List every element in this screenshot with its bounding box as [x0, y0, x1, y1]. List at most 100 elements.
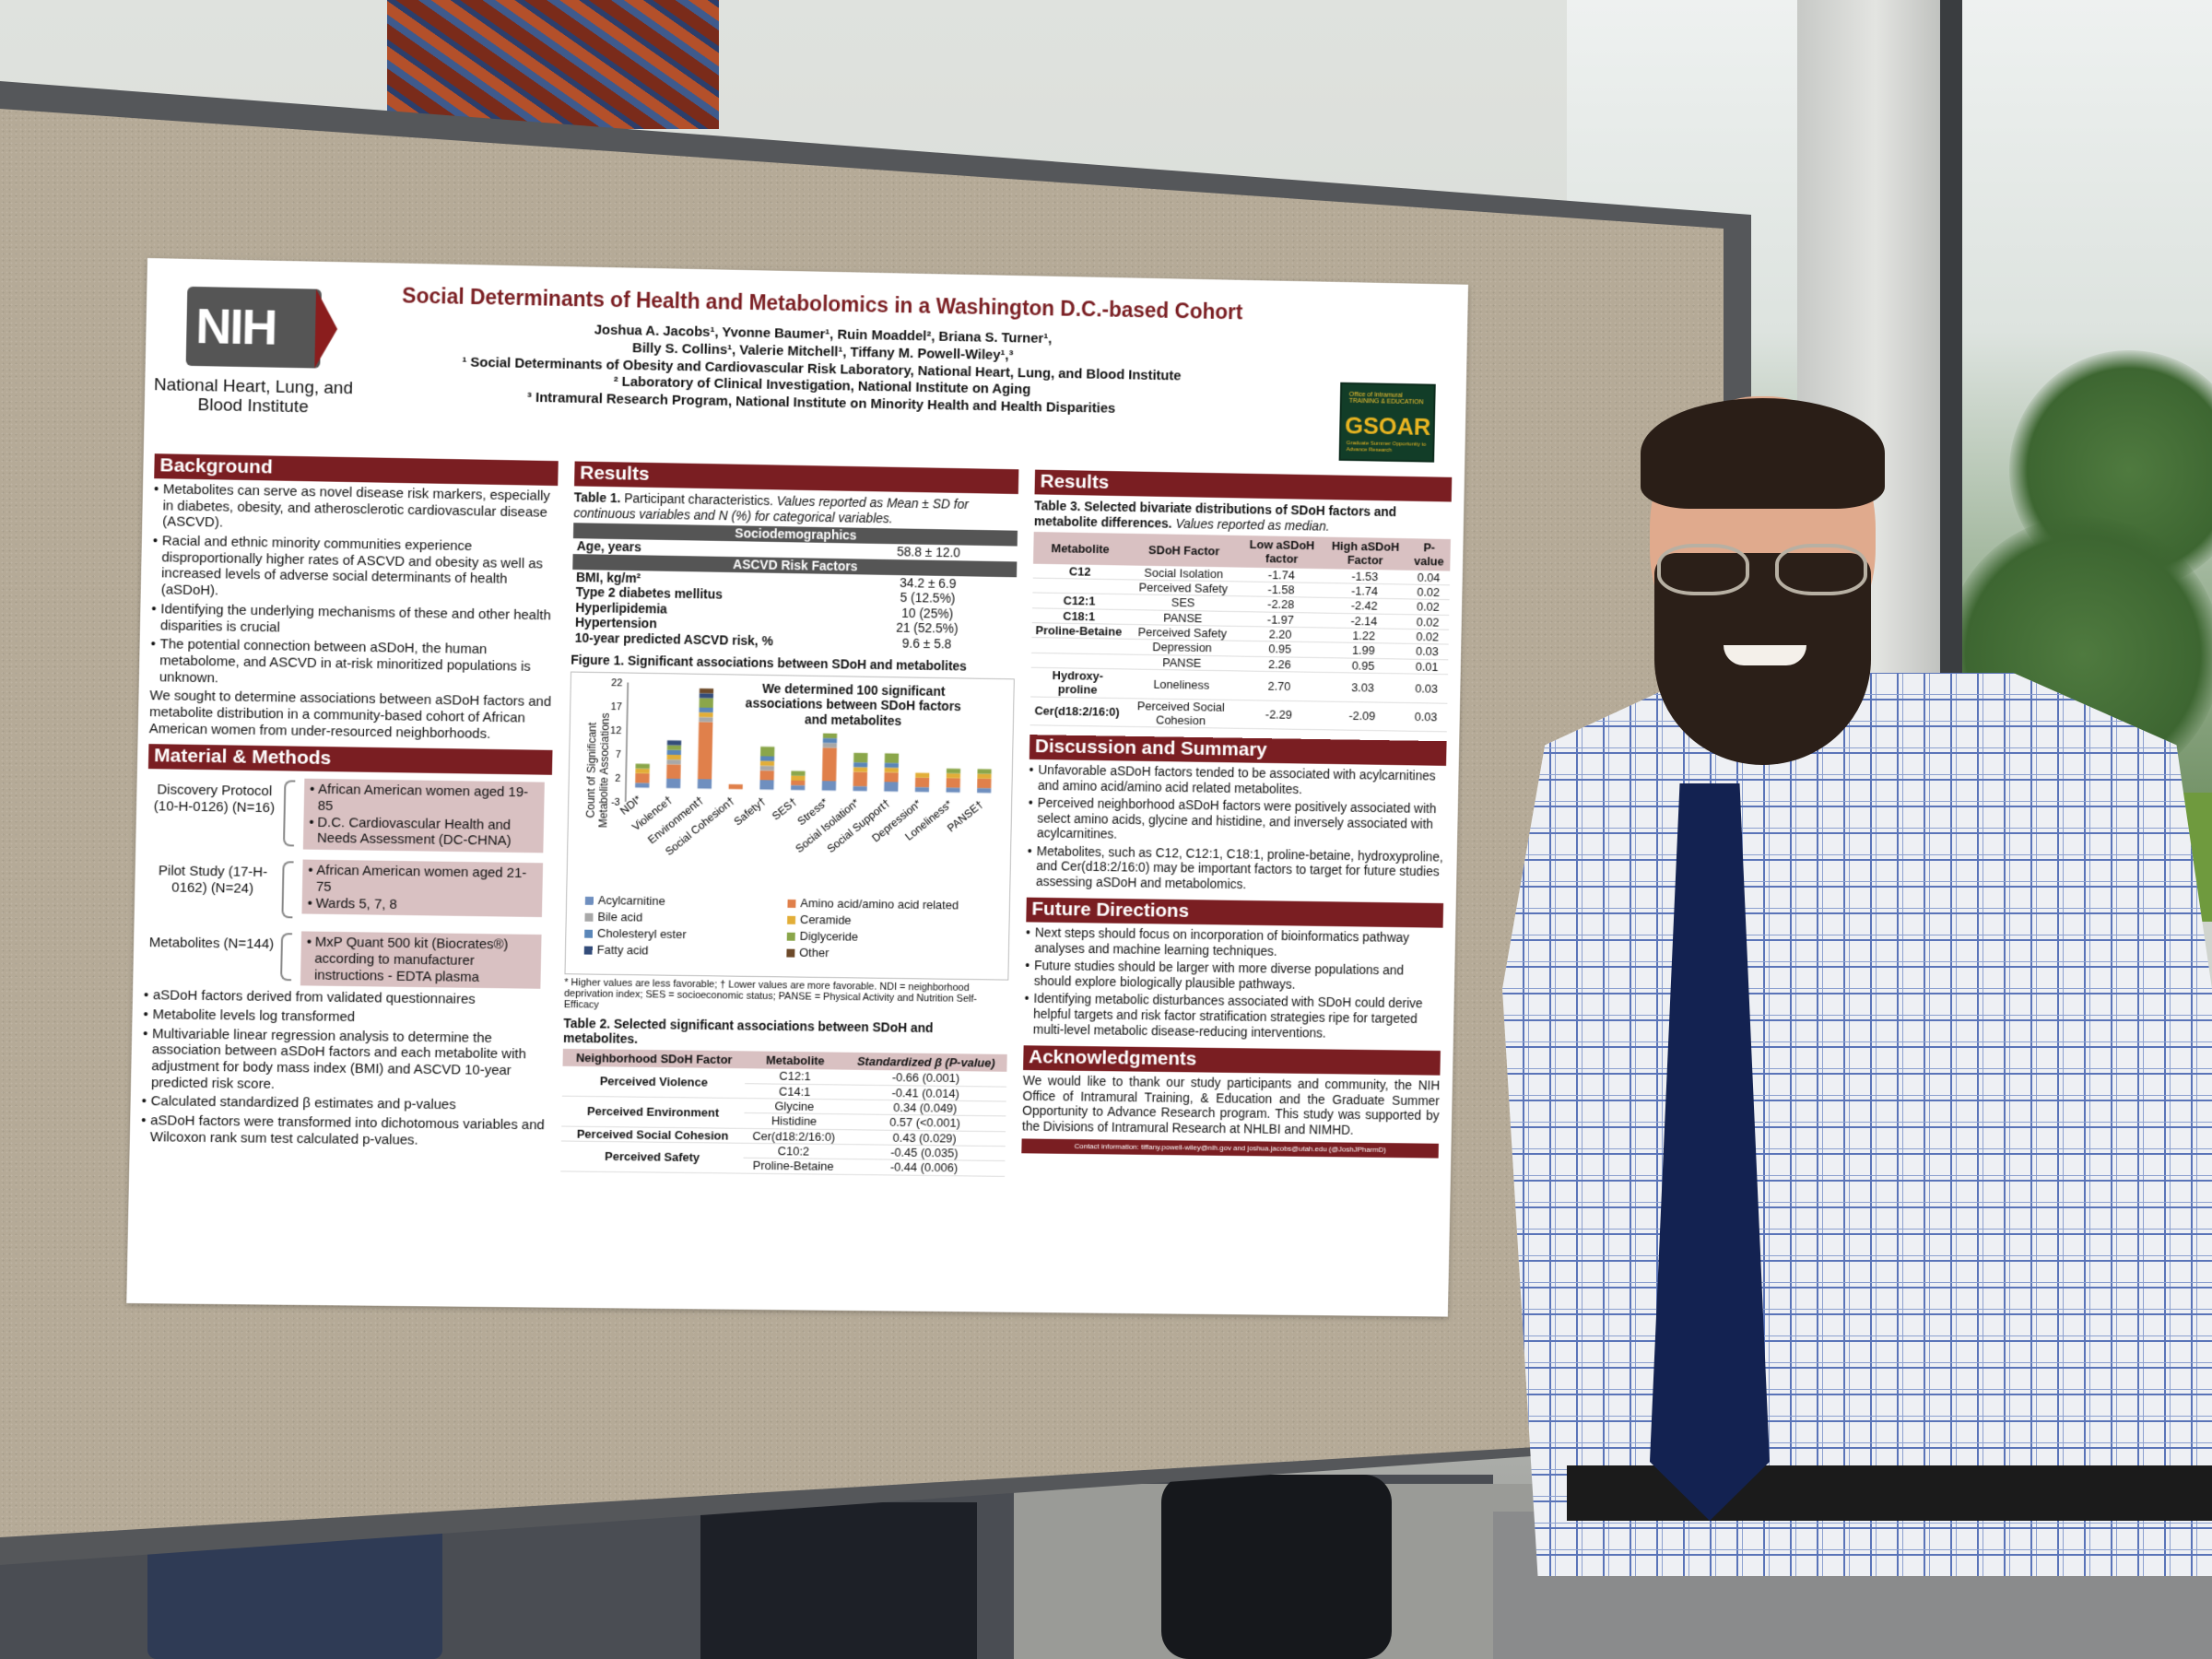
- nih-chevron-icon: [314, 288, 338, 369]
- list-item: Next steps should focus on incorporation…: [1026, 925, 1443, 961]
- table-header: High aSDoH Factor: [1322, 536, 1408, 571]
- list-item: African American women aged 19-85: [310, 782, 539, 818]
- methods-row-label: Discovery Protocol (10-H-0126) (N=16): [153, 782, 276, 817]
- bar-segment: [915, 772, 930, 778]
- table-cell: C12: [1032, 563, 1127, 580]
- y-tick-label: -3: [611, 796, 620, 807]
- gsoar-logo: Office of Intramural TRAINING & EDUCATIO…: [1338, 382, 1436, 463]
- table-cell: 0.01: [1406, 658, 1449, 675]
- bar-segment: [946, 772, 961, 779]
- figure1: Count of Significant Metabolite Associat…: [564, 671, 1015, 981]
- list-item: aSDoH factors derived from validated que…: [144, 987, 547, 1008]
- legend-entry: Fatty acid: [583, 942, 649, 958]
- legend-entry: Bile acid: [584, 909, 642, 924]
- legend-label: Cholesteryl ester: [596, 925, 687, 941]
- list-item: The potential connection between aSDoH, …: [150, 636, 555, 691]
- table-cell: -0.44 (0.006): [842, 1159, 1006, 1176]
- legend-swatch-icon: [786, 932, 795, 941]
- bar-segment: [699, 712, 713, 717]
- methods-row: Metabolites (N=144) MxP Quant 500 kit (B…: [144, 929, 548, 990]
- chart-legend: Acylcarnitine Amino acid/amino acid relat…: [583, 892, 1004, 959]
- glasses-lens: [1775, 544, 1867, 595]
- list-item: Metabolites can serve as novel disease r…: [153, 481, 558, 537]
- table-cell: 0.02: [1406, 584, 1450, 601]
- poster-header: NIH National Heart, Lung, and Blood Inst…: [144, 258, 1468, 476]
- table-cell: -1.97: [1239, 611, 1322, 628]
- table-cell: -2.29: [1237, 700, 1321, 730]
- chart-title: We determined 100 significant associatio…: [745, 680, 961, 728]
- bar-segment: [853, 761, 868, 768]
- table-header: Standardized β (P-value): [844, 1052, 1007, 1073]
- bar-segment: [791, 780, 806, 785]
- table-header: P-value: [1407, 538, 1451, 571]
- bar-segment: [853, 771, 868, 786]
- bar-segment: [884, 752, 900, 763]
- bar-segment: [635, 772, 650, 783]
- methods-list: aSDoH factors derived from validated que…: [141, 987, 548, 1149]
- gsoar-subtitle: Graduate Summer Opportunity to Advance R…: [1346, 441, 1427, 454]
- table-cell: Perceived Environment: [561, 1096, 745, 1128]
- backpack: [1161, 1475, 1392, 1659]
- bar-segment: [977, 773, 992, 779]
- bar-segment: [884, 762, 899, 768]
- table-cell: 2.20: [1239, 626, 1322, 643]
- bar-segment: [946, 787, 960, 793]
- person-smile: [1724, 645, 1806, 665]
- bar-segment: [946, 777, 960, 788]
- legend-entry: Cholesteryl ester: [584, 925, 687, 941]
- table-cell: Glycine: [744, 1098, 845, 1115]
- table-cell: Loneliness: [1124, 668, 1239, 700]
- study-aim: We sought to determine associations betw…: [148, 688, 552, 742]
- methods-row: Pilot Study (17-H-0162) (N=24) African A…: [146, 857, 550, 927]
- bar-segment: [759, 765, 775, 771]
- person-hair: [1641, 398, 1885, 509]
- bar-segment: [853, 766, 868, 772]
- table2-caption: Table 2. Selected significant associatio…: [562, 1015, 934, 1047]
- background-heading: Background: [154, 453, 559, 487]
- bar-segment: [666, 739, 682, 746]
- nih-logo-text: NIH: [194, 299, 276, 356]
- bar-segment: [665, 778, 681, 788]
- caption-note: Values reported as median.: [1171, 515, 1330, 534]
- table-cell: -1.53: [1322, 568, 1408, 585]
- bar-segment: [977, 768, 992, 774]
- methods-row-label: Pilot Study (17-H-0162) (N=24): [158, 863, 268, 897]
- table-cell: PANSE: [1124, 653, 1240, 671]
- table-cell: 0.03: [1405, 673, 1449, 703]
- list-item: Perceived neighborhood aSDoH factors wer…: [1028, 795, 1445, 847]
- list-item: African American women aged 21-75: [308, 863, 537, 899]
- table-cell: 0.95: [1320, 657, 1406, 674]
- glasses-icon: [1657, 544, 1869, 599]
- table-cell: 3.03: [1320, 672, 1406, 703]
- bar-segment: [697, 721, 713, 780]
- table-cell: -2.09: [1319, 700, 1406, 732]
- bar-segment: [699, 707, 713, 712]
- bar-segment: [635, 763, 650, 769]
- table-cell: Perceived Social Cohesion: [560, 1125, 745, 1144]
- legend-label: Ceramide: [799, 912, 852, 927]
- column-middle: Results Table 1. Participant characteris…: [560, 461, 1019, 1176]
- table-cell: C18:1: [1031, 607, 1126, 625]
- table-cell: Perceived Social Cohesion: [1124, 698, 1239, 729]
- methods-heading: Material & Methods: [147, 744, 553, 776]
- bar-segment: [853, 785, 867, 791]
- bar-segment: [666, 759, 681, 765]
- table-cell: Perceived Violence: [561, 1066, 746, 1099]
- table-cell: Perceived Safety: [1125, 579, 1241, 597]
- brace-icon: [281, 861, 294, 919]
- table-cell: Social Isolation: [1126, 565, 1241, 582]
- legend-swatch-icon: [787, 899, 796, 908]
- table-cell: C12:1: [745, 1068, 845, 1085]
- legend-entry: Other: [786, 945, 830, 959]
- future-list: Next steps should focus on incorporation…: [1024, 925, 1443, 1041]
- nih-logo: NIH: [185, 286, 322, 369]
- bar-segment: [821, 747, 837, 782]
- methods-row: Discovery Protocol (10-H-0126) (N=16) Af…: [147, 776, 552, 855]
- legend-label: Fatty acid: [596, 942, 649, 958]
- bar-segment: [853, 752, 868, 762]
- bar-segment: [791, 784, 806, 790]
- acknowledgments-heading: Acknowledgments: [1023, 1045, 1441, 1076]
- table-cell: Cer(d18:2/16:0): [743, 1127, 844, 1145]
- legend-swatch-icon: [787, 915, 796, 924]
